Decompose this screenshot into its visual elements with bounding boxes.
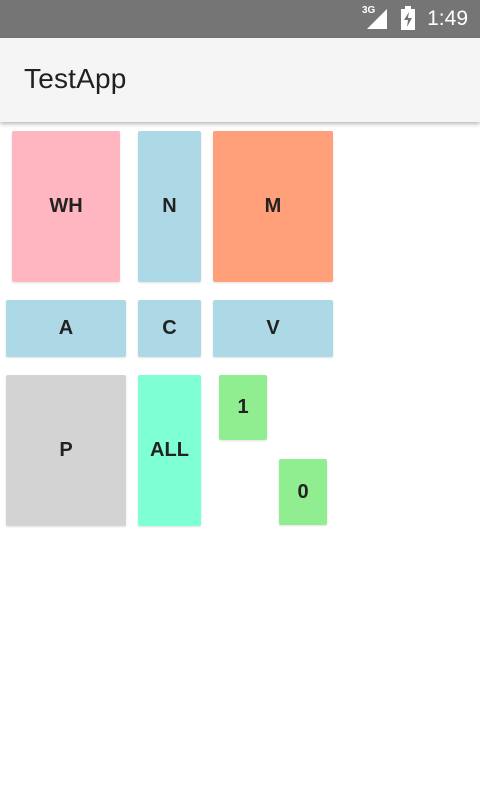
wh-button[interactable]: WH [12, 131, 120, 282]
m-button[interactable]: M [213, 131, 333, 282]
status-time: 1:49 [427, 7, 468, 30]
network-type-label: 3G [362, 5, 376, 16]
signal-icon [362, 8, 388, 30]
a-button[interactable]: A [6, 300, 126, 357]
one-button[interactable]: 1 [219, 375, 267, 440]
c-button[interactable]: C [138, 300, 201, 357]
p-button[interactable]: P [6, 375, 126, 526]
app-bar: TestApp [0, 38, 480, 122]
main-content: WH N M A C V P ALL 1 0 [0, 122, 480, 800]
all-button[interactable]: ALL [138, 375, 201, 526]
n-button[interactable]: N [138, 131, 201, 282]
app-title: TestApp [24, 63, 127, 94]
zero-button[interactable]: 0 [279, 459, 327, 525]
battery-charging-icon [400, 6, 416, 30]
status-bar: 3G 1:49 [0, 0, 480, 38]
v-button[interactable]: V [213, 300, 333, 357]
